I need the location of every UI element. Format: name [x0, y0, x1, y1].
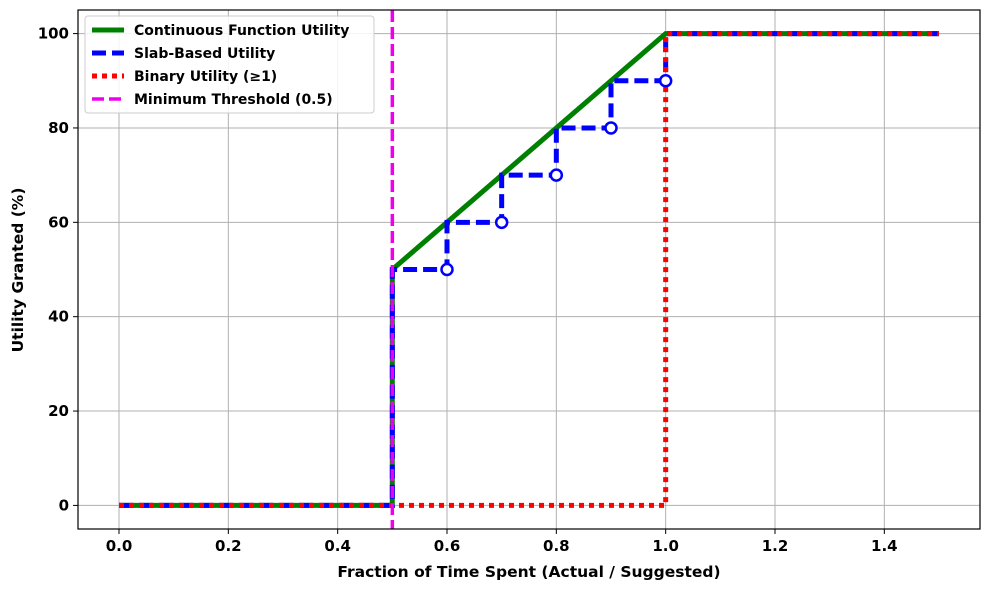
legend-frame [84, 15, 375, 114]
slab-utility-line [119, 31, 939, 508]
slab-open-marker [440, 262, 454, 277]
y-tick-label: 0 [59, 496, 69, 514]
legend-label-continuous: Continuous Function Utility [134, 23, 349, 39]
slab-open-marker [604, 121, 618, 135]
axes-frame [77, 9, 981, 530]
x-tick-label: 1.4 [871, 537, 898, 555]
x-tick-label: 1.0 [652, 537, 679, 555]
x-tick-label: 0.4 [324, 537, 351, 555]
legend-label-binary: Binary Utility (≥1) [134, 69, 277, 85]
ticks: 0.0 0.2 0.4 0.6 0.8 1.0 1.2 1.4 0 20 40 60 80 100 [38, 25, 898, 555]
y-tick-label: 80 [48, 119, 69, 137]
slab-open-marker [658, 74, 673, 88]
x-tick-label: 0.2 [215, 537, 242, 555]
legend: Continuous Function Utility Slab-Based U… [84, 15, 375, 114]
legend-label-slab: Slab-Based Utility [134, 46, 275, 62]
plot-lines [119, 10, 939, 529]
y-tick-label: 40 [48, 308, 69, 326]
y-tick-label: 20 [48, 402, 69, 420]
x-tick-label: 0.8 [543, 537, 570, 555]
x-axis-label: Fraction of Time Spent (Actual / Suggest… [337, 563, 720, 581]
x-tick-label: 0.6 [434, 537, 461, 555]
y-tick-label: 60 [48, 213, 69, 231]
y-axis-label: Utility Granted (%) [9, 188, 27, 353]
y-tick-label: 100 [38, 25, 69, 43]
x-tick-label: 0.0 [106, 537, 133, 555]
legend-label-threshold: Minimum Threshold (0.5) [134, 92, 333, 108]
slab-open-marker [549, 168, 564, 182]
slab-open-marker [494, 215, 509, 230]
x-tick-label: 1.2 [762, 537, 789, 555]
